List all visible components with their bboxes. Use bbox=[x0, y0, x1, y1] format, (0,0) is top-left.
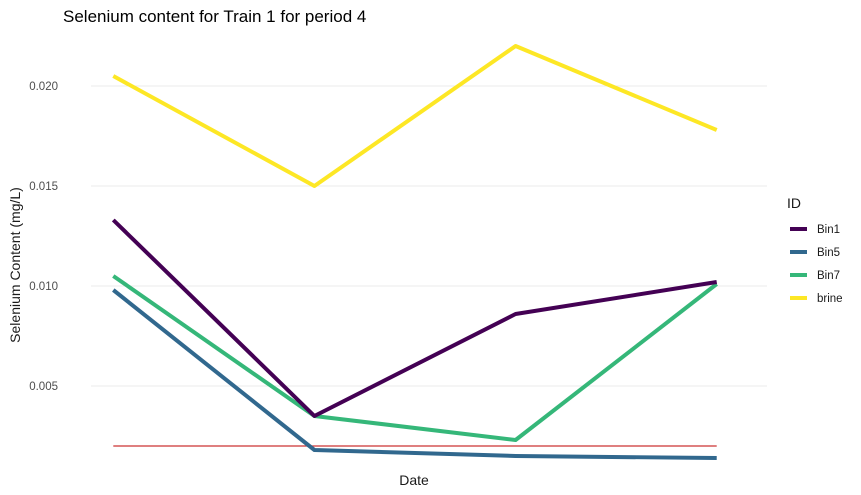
grid-layer bbox=[91, 85, 767, 387]
chart-title: Selenium content for Train 1 for period … bbox=[63, 7, 366, 26]
legend-label-brine: brine bbox=[817, 293, 843, 305]
y-tick-labels: 0.005 0.010 0.015 0.020 bbox=[29, 81, 58, 393]
legend-label-bin7: Bin7 bbox=[817, 270, 840, 282]
series-layer bbox=[111, 44, 718, 460]
series-line-bin5 bbox=[112, 288, 717, 460]
series-line-brine bbox=[112, 44, 718, 188]
y-tick-label: 0.020 bbox=[29, 81, 58, 93]
x-axis-title: Date bbox=[399, 472, 429, 488]
legend-label-bin1: Bin1 bbox=[817, 224, 840, 236]
y-axis-title: Selenium Content (mg/L) bbox=[7, 187, 23, 343]
legend-title: ID bbox=[787, 195, 801, 211]
legend-label-bin5: Bin5 bbox=[817, 247, 840, 259]
legend: ID Bin1 Bin5 Bin7 brine bbox=[787, 195, 843, 305]
y-tick-label: 0.015 bbox=[29, 181, 58, 193]
y-tick-label: 0.005 bbox=[29, 381, 58, 393]
series-line-bin1 bbox=[111, 218, 718, 418]
y-tick-label: 0.010 bbox=[29, 281, 58, 293]
series-line-bin7 bbox=[112, 274, 718, 442]
